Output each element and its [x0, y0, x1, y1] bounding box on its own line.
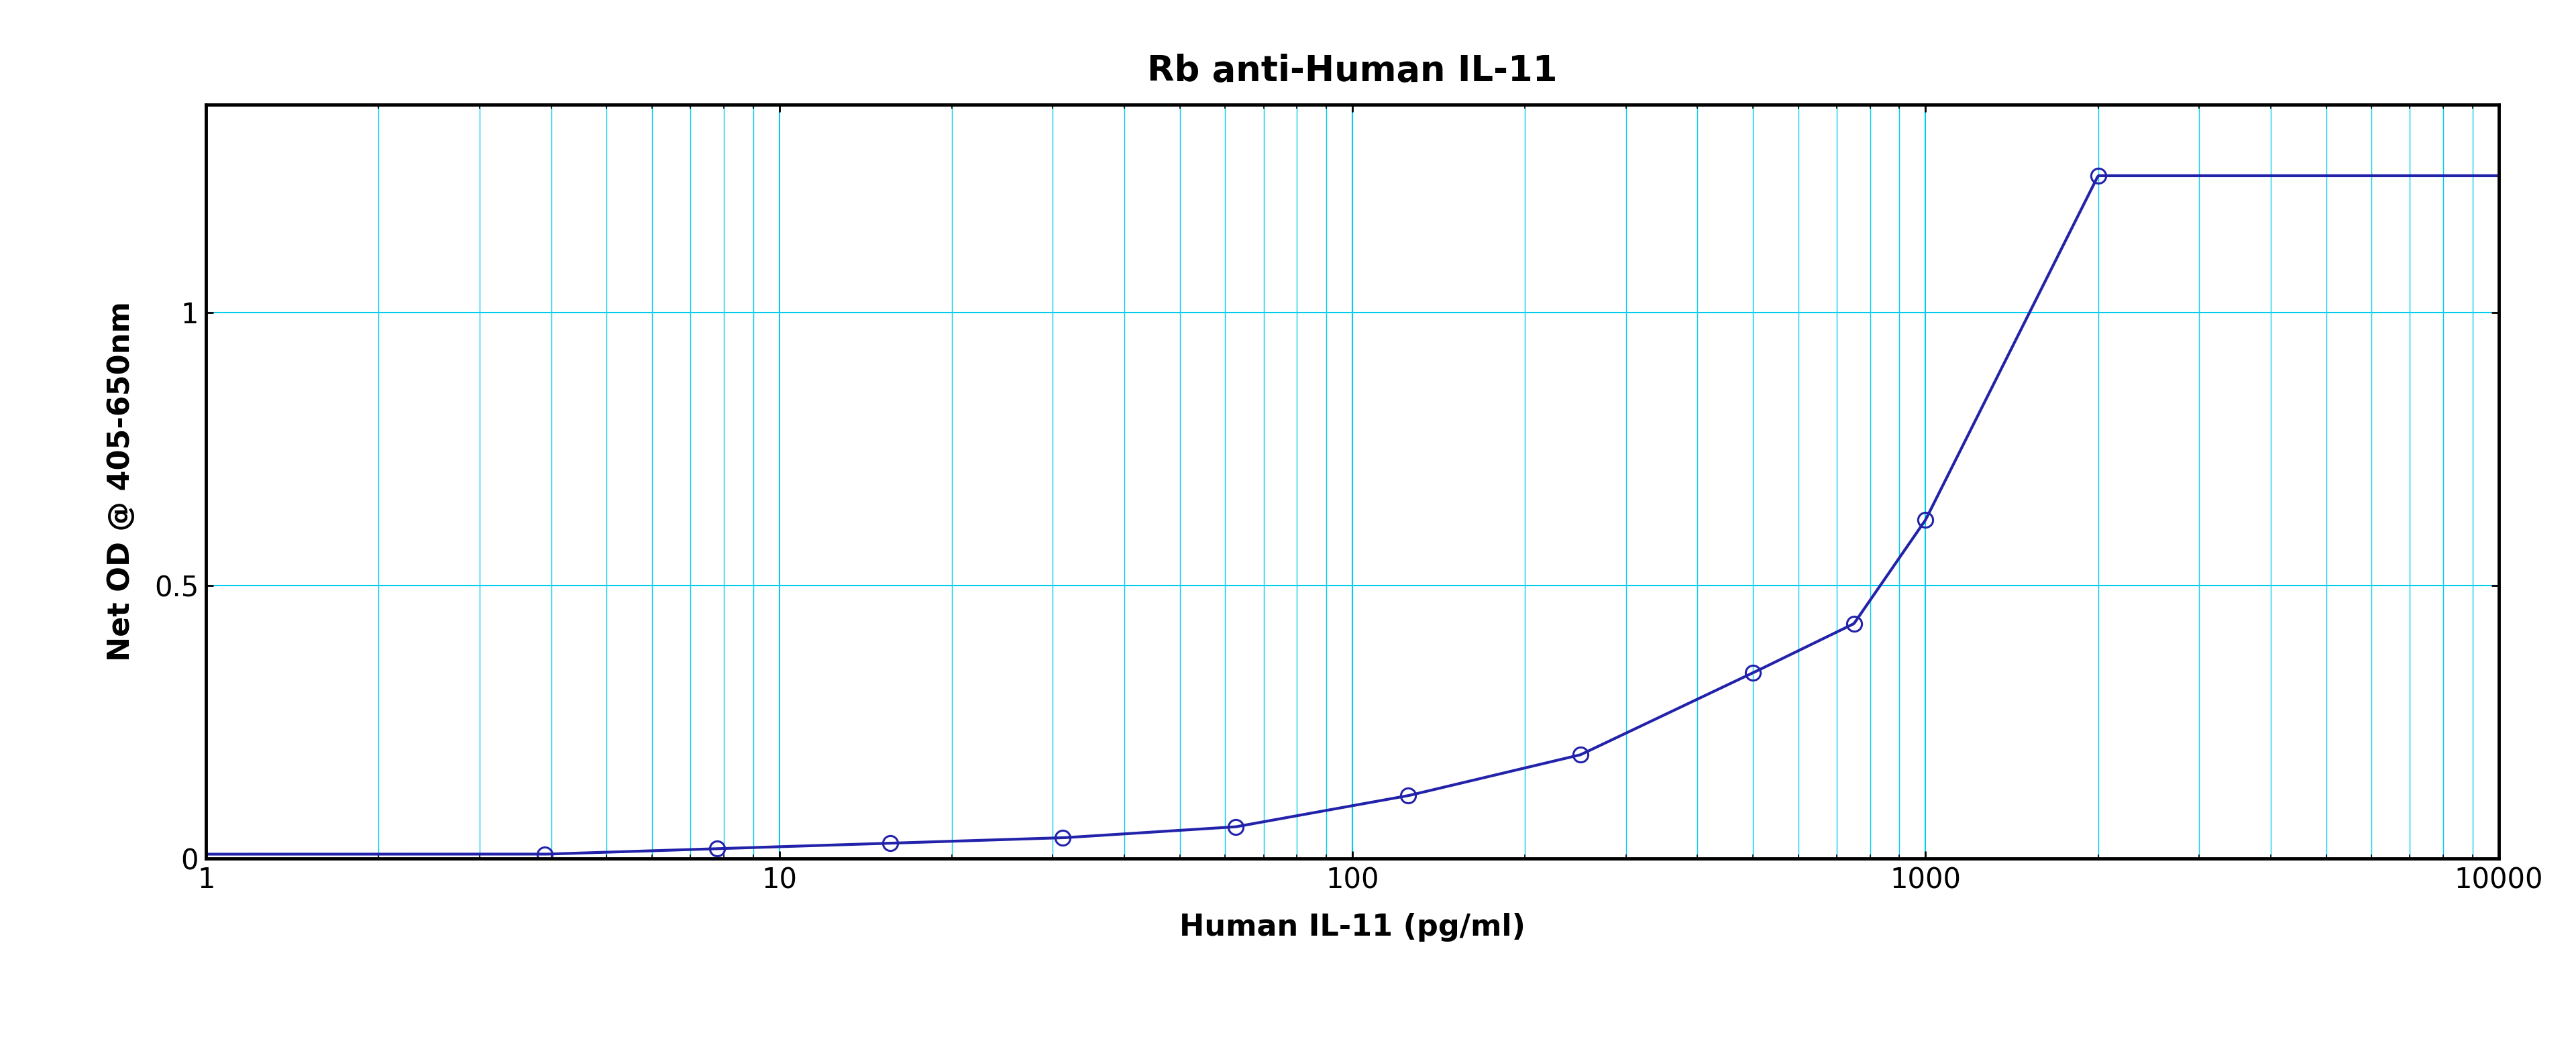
- X-axis label: Human IL-11 (pg/ml): Human IL-11 (pg/ml): [1180, 913, 1525, 941]
- Title: Rb anti-Human IL-11: Rb anti-Human IL-11: [1146, 53, 1558, 89]
- Y-axis label: Net OD @ 405-650nm: Net OD @ 405-650nm: [106, 302, 137, 662]
